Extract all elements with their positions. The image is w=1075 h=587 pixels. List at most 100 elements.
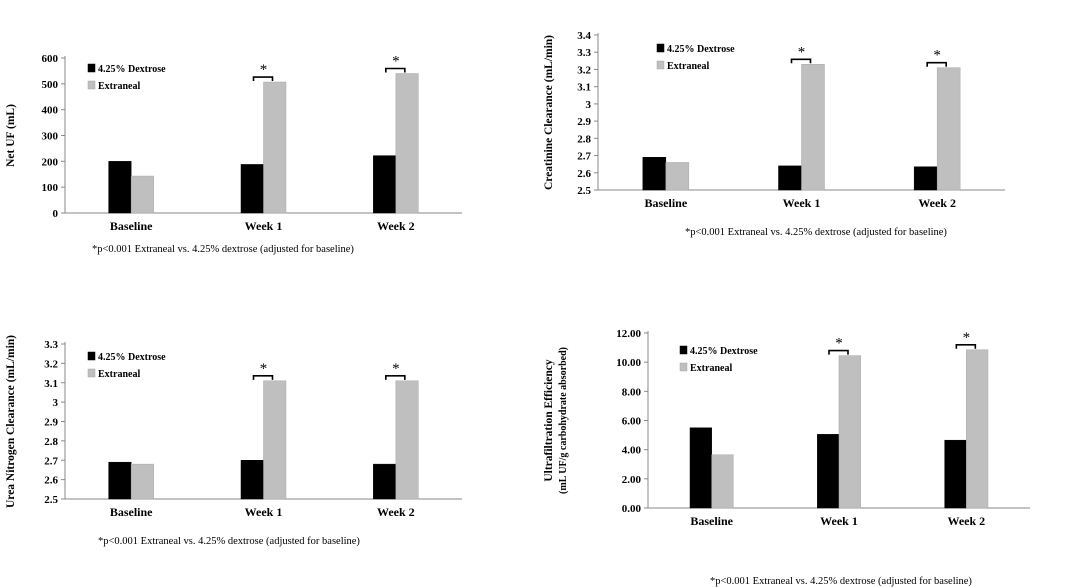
y-axis-label: Creatinine Clearance (mL/min) <box>543 35 555 190</box>
bar-extraneal-week-1 <box>838 355 861 509</box>
y-tick-label: 400 <box>42 105 59 117</box>
legend-label: 4.25% Dextrose <box>667 44 735 55</box>
bar-extraneal-week-2 <box>395 380 419 500</box>
legend-swatch <box>656 60 665 70</box>
y-tick-label: 3.2 <box>577 64 591 76</box>
y-tick-label: 3 <box>586 99 592 111</box>
bar-dextrose-baseline <box>108 161 132 214</box>
y-tick-label: 2.8 <box>577 133 591 145</box>
chart-creatinine-clearance-svg: 2.5 2.6 2.7 2.8 2.9 3 3.1 3.2 3.3 3.4 Creatinine C… <box>543 30 1005 210</box>
legend-label: Extraneal <box>667 61 709 72</box>
x-category-label: Week 2 <box>918 196 956 210</box>
bar-dextrose-week-1 <box>817 434 840 509</box>
significance-marker: * <box>933 48 941 64</box>
legend-swatch <box>87 368 96 378</box>
significance-bracket <box>252 76 274 82</box>
y-tick-label: 500 <box>42 79 59 91</box>
legend-label: 4.25% Dextrose <box>98 64 166 75</box>
x-category-label: Week 1 <box>245 219 283 233</box>
bar-extraneal-week-2 <box>966 349 989 509</box>
y-tick-label: 3.4 <box>577 30 591 42</box>
bar-extraneal-baseline <box>130 175 154 214</box>
significance-bracket <box>828 349 849 355</box>
significance-bracket <box>252 375 274 380</box>
y-tick-label: 4.00 <box>622 445 642 457</box>
y-tick-label: 3.3 <box>44 339 58 351</box>
bar-extraneal-week-1 <box>801 64 825 191</box>
x-category-label: Week 1 <box>245 505 283 519</box>
bar-dextrose-week-2 <box>913 166 938 191</box>
x-category-label: Baseline <box>690 514 733 528</box>
legend-label: Extraneal <box>98 369 140 380</box>
y-tick-label: 2.6 <box>577 168 591 180</box>
chart-net-uf-footnote: *p<0.001 Extraneal vs. 4.25% dextrose (a… <box>92 244 354 255</box>
bar-dextrose-week-1 <box>240 460 264 500</box>
significance-marker: * <box>963 330 971 346</box>
x-category-label: Week 1 <box>783 196 821 210</box>
bar-dextrose-baseline <box>689 427 712 509</box>
bar-extraneal-week-2 <box>936 67 961 191</box>
bar-extraneal-week-2 <box>395 73 419 214</box>
significance-bracket <box>385 67 406 73</box>
y-tick-label: 2.7 <box>577 151 591 163</box>
bar-dextrose-week-1 <box>778 165 802 191</box>
chart-ultrafiltration-efficiency-svg: 0.00 2.00 4.00 6.00 8.00 10.00 12.00 Ultrafiltr… <box>543 328 1030 528</box>
bar-dextrose-week-2 <box>944 439 967 509</box>
significance-marker: * <box>260 62 268 78</box>
significance-marker: * <box>392 361 400 377</box>
legend-swatch <box>87 351 96 361</box>
chart-ultrafiltration-efficiency-footnote: *p<0.001 Extraneal vs. 4.25% dextrose (a… <box>710 576 972 587</box>
y-tick-label: 2.00 <box>622 474 642 486</box>
x-category-label: Week 1 <box>820 514 858 528</box>
chart-net-uf: 0 100 200 300 400 500 600 Net UF (mL) Baseline We… <box>0 0 520 280</box>
bar-dextrose-week-2 <box>373 463 397 500</box>
y-tick-label: 0 <box>53 208 59 220</box>
y-axis-label: Urea Nitrogen Clearance (mL/min) <box>5 335 17 508</box>
bar-dextrose-baseline <box>642 157 667 191</box>
y-tick-label: 3.3 <box>577 47 591 59</box>
bar-dextrose-week-2 <box>373 155 397 214</box>
significance-marker: * <box>392 54 400 70</box>
y-tick-label: 12.00 <box>616 328 641 340</box>
y-tick-label: 200 <box>42 156 59 168</box>
y-tick-label: 2.7 <box>44 455 58 467</box>
legend-swatch <box>87 80 96 90</box>
y-tick-label: 600 <box>42 53 59 65</box>
y-tick-label: 3.2 <box>44 358 58 370</box>
legend-swatch <box>679 362 688 372</box>
significance-bracket <box>955 343 977 349</box>
significance-bracket <box>790 58 812 64</box>
x-category-label: Baseline <box>110 505 153 519</box>
significance-bracket <box>926 61 947 67</box>
chart-net-uf-svg: 0 100 200 300 400 500 600 Net UF (mL) Baseline We… <box>5 53 462 233</box>
legend-label: Extraneal <box>98 81 140 92</box>
significance-bracket <box>385 375 406 380</box>
x-category-label: Baseline <box>110 219 153 233</box>
y-axis-label: Net UF (mL) <box>5 104 17 167</box>
y-tick-label: 100 <box>42 182 59 194</box>
chart-urea-nitrogen-clearance: 2.5 2.6 2.7 2.8 2.9 3 3.1 3.2 3.3 Urea Nitrogen C… <box>0 290 520 577</box>
y-tick-label: 3.1 <box>577 82 591 94</box>
bar-extraneal-baseline <box>711 454 734 509</box>
bar-dextrose-baseline <box>108 461 132 500</box>
y-tick-label: 2.6 <box>44 475 58 487</box>
y-tick-label: 2.9 <box>577 116 591 128</box>
significance-marker: * <box>835 336 843 352</box>
y-tick-label: 6.00 <box>622 416 642 428</box>
x-category-label: Week 2 <box>947 514 985 528</box>
chart-creatinine-clearance: 2.5 2.6 2.7 2.8 2.9 3 3.1 3.2 3.3 3.4 Creatinine C… <box>540 0 1075 280</box>
y-tick-label: 10.00 <box>616 357 641 369</box>
chart-urea-nitrogen-clearance-svg: 2.5 2.6 2.7 2.8 2.9 3 3.1 3.2 3.3 Urea Nitrogen C… <box>5 335 462 519</box>
y-tick-label: 2.5 <box>44 494 58 506</box>
legend-label: Extraneal <box>690 363 732 374</box>
x-category-label: Week 2 <box>377 505 415 519</box>
legend-swatch <box>87 63 96 73</box>
bar-extraneal-week-1 <box>263 380 287 500</box>
y-tick-label: 2.8 <box>44 436 58 448</box>
y-tick-label: 2.9 <box>44 417 58 429</box>
legend-swatch <box>679 345 688 355</box>
legend-label: 4.25% Dextrose <box>690 346 758 357</box>
y-axis-label: Ultrafiltration Efficiency <box>543 359 555 482</box>
legend-swatch <box>656 43 665 53</box>
bar-dextrose-week-1 <box>240 164 264 214</box>
